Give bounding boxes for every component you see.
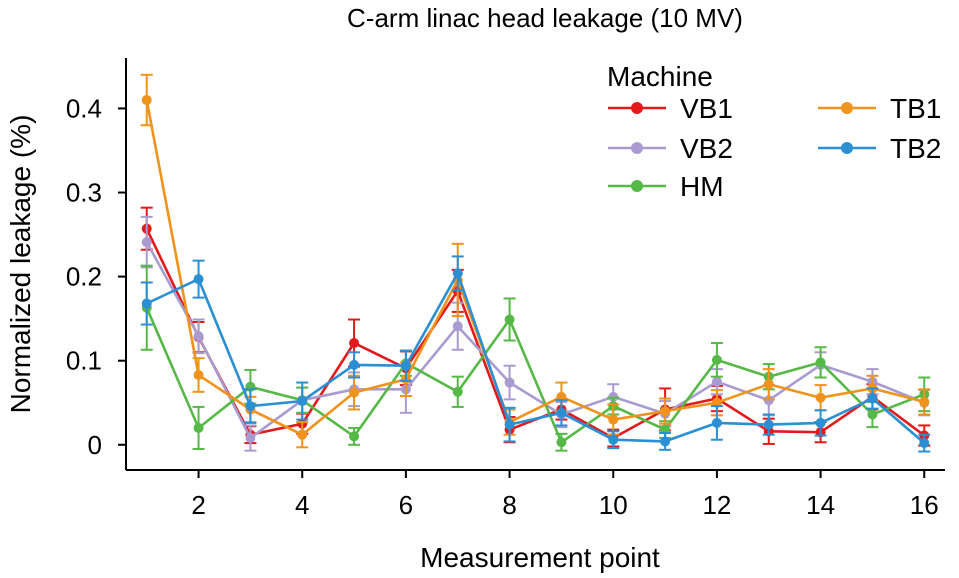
data-point: [763, 379, 774, 390]
series-tb1: [140, 73, 931, 449]
chart-title: C-arm linac head leakage (10 MV): [347, 3, 743, 33]
x-tick-label: 14: [806, 490, 835, 520]
data-point: [556, 437, 567, 448]
plot-area: [140, 73, 931, 453]
data-point: [660, 406, 671, 417]
data-point: [452, 268, 463, 279]
data-point: [141, 95, 152, 106]
data-point: [711, 376, 722, 387]
data-point: [867, 393, 878, 404]
data-point: [349, 387, 360, 398]
x-tick-label: 6: [399, 490, 413, 520]
data-point: [867, 409, 878, 420]
data-point: [193, 274, 204, 285]
legend-title: Machine: [607, 61, 713, 92]
legend-label: VB2: [680, 133, 733, 164]
y-tick-label: 0: [88, 430, 102, 460]
legend-marker: [631, 142, 643, 154]
data-point: [400, 360, 411, 371]
data-point: [660, 436, 671, 447]
legend-entry-tb2: TB2: [818, 133, 941, 164]
data-point: [711, 354, 722, 365]
data-point: [349, 359, 360, 370]
data-point: [815, 357, 826, 368]
data-point: [245, 433, 256, 444]
legend-entry-vb2: VB2: [608, 133, 733, 164]
data-point: [504, 419, 515, 430]
legend-label: TB1: [890, 93, 941, 124]
data-point: [452, 321, 463, 332]
y-axis-title: Normalized leakage (%): [5, 115, 36, 414]
data-point: [763, 419, 774, 430]
x-tick-label: 12: [702, 490, 731, 520]
data-point: [141, 237, 152, 248]
x-axis-ticks: 2 4 6 8 10 12 14 16: [191, 470, 939, 520]
legend-marker: [631, 102, 643, 114]
series-tb2: [140, 255, 931, 453]
data-point: [297, 429, 308, 440]
series-line: [145, 241, 925, 440]
data-point: [245, 401, 256, 412]
legend-marker: [631, 180, 643, 192]
legend-label: VB1: [680, 93, 733, 124]
series-line: [145, 228, 926, 440]
legend-marker: [841, 142, 853, 154]
y-tick-label: 0.4: [66, 93, 102, 123]
x-tick-label: 2: [191, 490, 205, 520]
data-point: [193, 369, 204, 380]
x-tick-label: 16: [910, 490, 939, 520]
data-point: [608, 434, 619, 445]
legend-label: HM: [680, 171, 724, 202]
data-point: [452, 386, 463, 397]
series-line: [146, 271, 926, 445]
data-point: [608, 414, 619, 425]
legend: Machine VB1 VB2 HM TB1 TB2: [607, 61, 941, 202]
data-point: [711, 417, 722, 428]
data-point: [504, 377, 515, 388]
series-line: [145, 99, 925, 437]
x-axis-title: Measurement point: [420, 542, 660, 573]
data-point: [297, 396, 308, 407]
data-point: [815, 417, 826, 428]
data-point: [919, 438, 930, 449]
data-point: [815, 392, 826, 403]
y-tick-label: 0.3: [66, 178, 102, 208]
y-tick-label: 0.1: [66, 346, 102, 376]
legend-label: TB2: [890, 133, 941, 164]
data-point: [919, 396, 930, 407]
data-point: [349, 338, 360, 349]
data-point: [349, 431, 360, 442]
x-tick-label: 4: [295, 490, 309, 520]
legend-marker: [841, 102, 853, 114]
y-axis-ticks: 0 0.1 0.2 0.3 0.4: [66, 93, 126, 460]
legend-entry-vb1: VB1: [608, 93, 733, 124]
data-point: [504, 314, 515, 325]
series-line: [145, 307, 925, 444]
data-point: [141, 298, 152, 309]
data-point: [193, 422, 204, 433]
series-vb2: [140, 215, 931, 452]
legend-entry-tb1: TB1: [818, 93, 941, 124]
x-tick-label: 10: [599, 490, 628, 520]
legend-entry-hm: HM: [608, 171, 724, 202]
x-tick-label: 8: [502, 490, 516, 520]
data-point: [556, 407, 567, 418]
y-tick-label: 0.2: [66, 262, 102, 292]
data-point: [193, 331, 204, 342]
